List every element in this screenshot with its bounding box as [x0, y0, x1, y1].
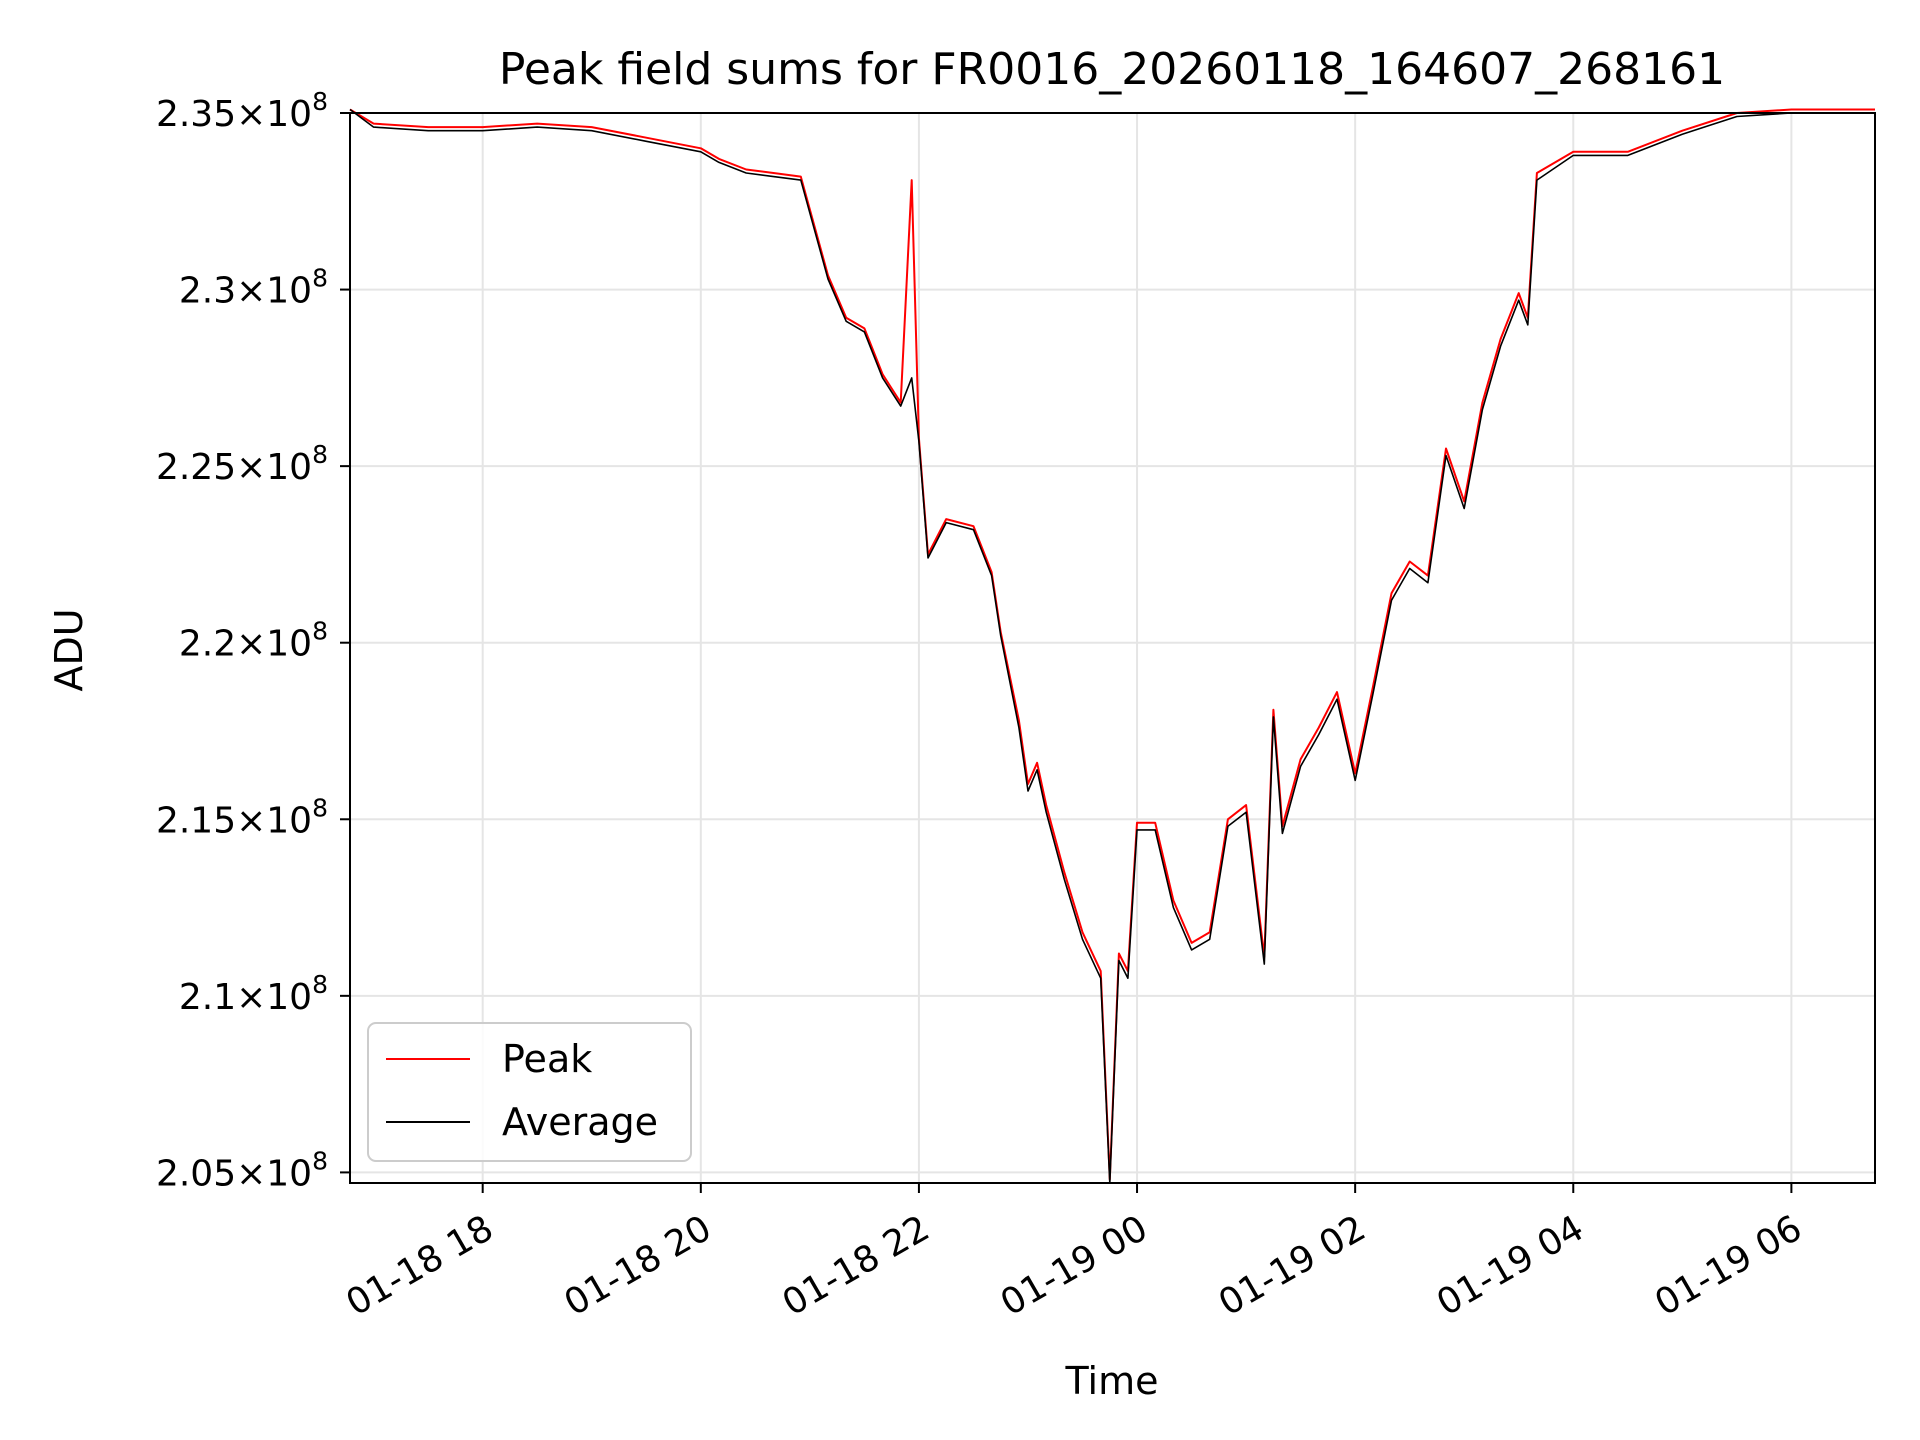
grid [350, 112, 1875, 1183]
legend: Peak Average [367, 1022, 692, 1162]
y-axis: 2.05×108 2.1×108 2.15×108 2.2×108 2.25×108 2.… [156, 87, 350, 1194]
y-axis-label: ADU [47, 608, 91, 691]
legend-average-label: Average [502, 1100, 658, 1144]
legend-box [367, 1022, 692, 1162]
plot-lines [349, 108, 1875, 1184]
x-axis-label: Time [1065, 1359, 1159, 1403]
chart-title: Peak field sums for FR0016_20260118_1646… [499, 44, 1725, 95]
y-tick-label: 2.15×108 [156, 793, 328, 841]
y-tick-label: 2.25×108 [156, 440, 328, 488]
y-tick-label: 2.35×108 [156, 87, 328, 135]
series-line-average [349, 108, 1875, 1184]
y-tick-label: 2.2×108 [179, 617, 328, 665]
y-tick-label: 2.1×108 [179, 970, 328, 1018]
legend-peak-label: Peak [502, 1037, 592, 1081]
y-tick-label: 2.05×108 [156, 1146, 328, 1194]
y-tick-label: 2.3×108 [179, 264, 328, 312]
series-line-peak [349, 108, 1875, 1181]
plot-frame [349, 112, 1876, 1184]
